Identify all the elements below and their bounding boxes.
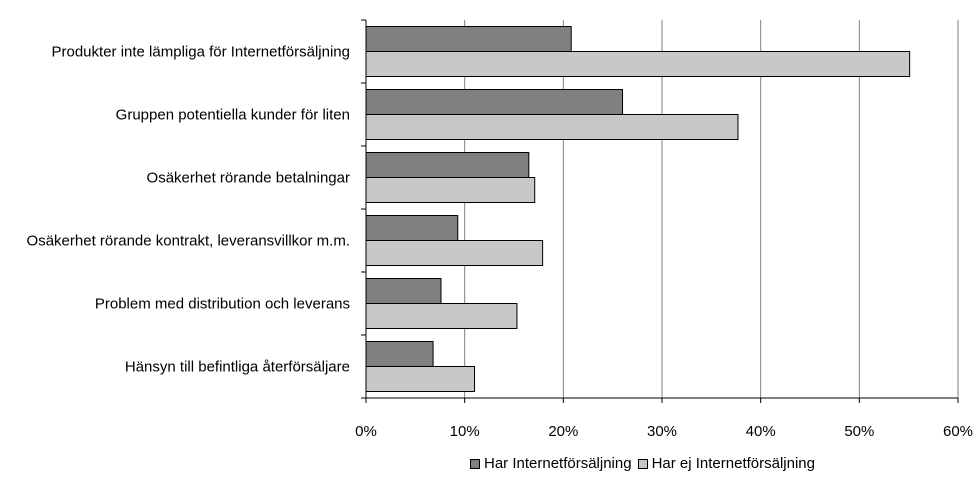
bar-har: [365, 152, 530, 178]
x-tick-label: 60%: [943, 423, 973, 440]
legend-items: Har Internetförsäljning Har ej Internetf…: [470, 455, 821, 472]
bar-har-ej: [365, 114, 739, 140]
category-label: Osäkerhet rörande betalningar: [147, 170, 350, 187]
bar-har-ej: [365, 366, 476, 392]
category-label: Produkter inte lämpliga för Internetförs…: [52, 44, 351, 61]
bar-har-ej: [365, 240, 544, 266]
bar-har-ej: [365, 177, 536, 203]
bar-har-ej: [365, 51, 911, 77]
legend-swatch-har: [470, 458, 480, 469]
legend: Har Internetförsäljning Har ej Internetf…: [0, 455, 975, 477]
bar-har: [365, 278, 442, 304]
x-tick-label: 10%: [450, 423, 480, 440]
legend-item-har: Har Internetförsäljning: [470, 455, 632, 472]
x-tick-label: 0%: [355, 423, 377, 440]
legend-swatch-har-ej: [637, 458, 648, 469]
bar-chart: Produkter inte lämpliga för Internetförs…: [27, 19, 973, 440]
bar-har: [365, 89, 624, 115]
x-tick-label: 20%: [548, 423, 578, 440]
bar-har-ej: [365, 303, 518, 329]
x-tick-label: 30%: [647, 423, 677, 440]
category-label: Problem med distribution och leverans: [95, 296, 350, 313]
bar-har: [365, 341, 434, 367]
legend-label-har: Har Internetförsäljning: [484, 455, 632, 472]
legend-item-har-ej: Har ej Internetförsäljning: [637, 455, 815, 472]
legend-label-har-ej: Har ej Internetförsäljning: [651, 455, 815, 472]
category-label: Hänsyn till befintliga återförsäljare: [125, 359, 350, 376]
category-label: Gruppen potentiella kunder för liten: [116, 107, 350, 124]
x-tick-label: 40%: [746, 423, 776, 440]
bar-har: [365, 26, 572, 52]
bar-har: [365, 215, 459, 241]
category-label: Osäkerhet rörande kontrakt, leveransvill…: [27, 233, 350, 250]
x-tick-label: 50%: [844, 423, 874, 440]
